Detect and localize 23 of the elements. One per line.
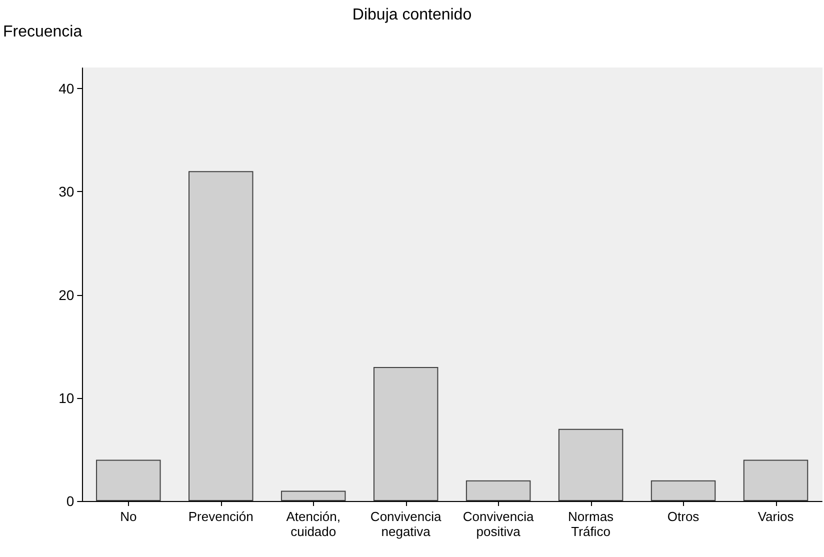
bar — [280, 490, 346, 501]
bar — [466, 480, 531, 501]
y-axis-title: Frecuencia — [2, 24, 82, 40]
bar — [188, 171, 254, 501]
y-tick-label: 40 — [58, 80, 74, 97]
bar — [650, 480, 716, 501]
y-tick-label: 30 — [58, 184, 74, 200]
x-tick-label: Convivencia negativa — [370, 509, 442, 539]
x-tick-label: No — [120, 509, 137, 524]
bar — [558, 428, 624, 501]
chart-title: Dibuja contenido — [352, 6, 472, 24]
x-tick-label: Otros — [667, 509, 700, 524]
y-tick-label: 0 — [66, 493, 74, 509]
y-tick-label: 10 — [58, 390, 74, 406]
bar — [373, 366, 438, 501]
x-tick-label: Varios — [758, 509, 794, 524]
x-tick-label: Convivencia positiva — [462, 509, 534, 539]
x-tick-label: Atención, cuidado — [286, 509, 340, 539]
y-tick-label: 20 — [58, 286, 74, 303]
bar — [743, 460, 808, 501]
x-tick-label: Normas Tráfico — [568, 509, 614, 539]
bar — [96, 460, 161, 501]
x-tick-label: Prevención — [188, 509, 254, 524]
